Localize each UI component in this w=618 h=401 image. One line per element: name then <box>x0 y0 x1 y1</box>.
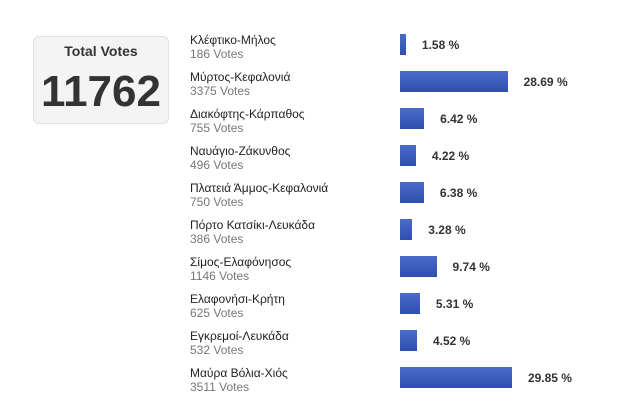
total-value: 11762 <box>41 67 161 116</box>
option-votes: 755 Votes <box>190 121 244 135</box>
percent-bar <box>400 108 425 129</box>
percent-label: 1.58 % <box>421 38 460 52</box>
percent-bar <box>400 71 508 92</box>
percent-label: 6.38 % <box>439 186 478 200</box>
percent-label: 4.52 % <box>432 334 471 348</box>
percent-bar <box>400 145 416 166</box>
option-name: Πόρτο Κατσίκι-Λευκάδα <box>190 218 316 232</box>
option-votes: 625 Votes <box>190 306 244 320</box>
percent-label: 29.85 % <box>527 371 572 385</box>
percent-bar <box>400 256 437 277</box>
percent-bar <box>400 293 420 314</box>
option-votes: 496 Votes <box>190 158 244 172</box>
option-name: Κλέφτικο-Μήλος <box>190 33 276 47</box>
option-votes: 386 Votes <box>190 232 244 246</box>
percent-bar <box>400 367 512 388</box>
option-name: Σίμος-Ελαφόνησος <box>190 255 292 269</box>
option-name: Ελαφονήσι-Κρήτη <box>190 292 285 306</box>
total-label: Total Votes <box>64 43 138 59</box>
option-votes: 532 Votes <box>190 343 244 357</box>
option-name: Μύρτος-Κεφαλονιά <box>190 70 291 84</box>
percent-label: 6.42 % <box>440 112 478 126</box>
percent-bar <box>400 330 417 351</box>
percent-label: 5.31 % <box>435 297 474 311</box>
total-box: Total Votes 11762 <box>33 36 169 124</box>
percent-label: 4.22 % <box>431 149 470 163</box>
option-name: Μαύρα Βόλια-Χιός <box>190 366 288 380</box>
option-votes: 1146 Votes <box>190 269 250 283</box>
option-name: Διακόφτης-Κάρπαθος <box>190 107 305 121</box>
option-name: Ναυάγιο-Ζάκυνθος <box>190 144 291 158</box>
percent-bar <box>400 182 424 203</box>
option-name: Πλατειά Άμμος-Κεφαλονιά <box>190 181 329 195</box>
percent-label: 28.69 % <box>523 75 568 89</box>
percent-bar <box>400 219 413 240</box>
option-name: Εγκρεμοί-Λευκάδα <box>190 329 289 343</box>
option-votes: 3511 Votes <box>190 380 250 394</box>
option-votes: 750 Votes <box>190 195 244 209</box>
percent-label: 3.28 % <box>428 223 466 237</box>
option-votes: 3375 Votes <box>190 84 251 98</box>
option-votes: 186 Votes <box>190 47 244 61</box>
percent-label: 9.74 % <box>452 260 490 274</box>
percent-bar <box>400 34 406 55</box>
